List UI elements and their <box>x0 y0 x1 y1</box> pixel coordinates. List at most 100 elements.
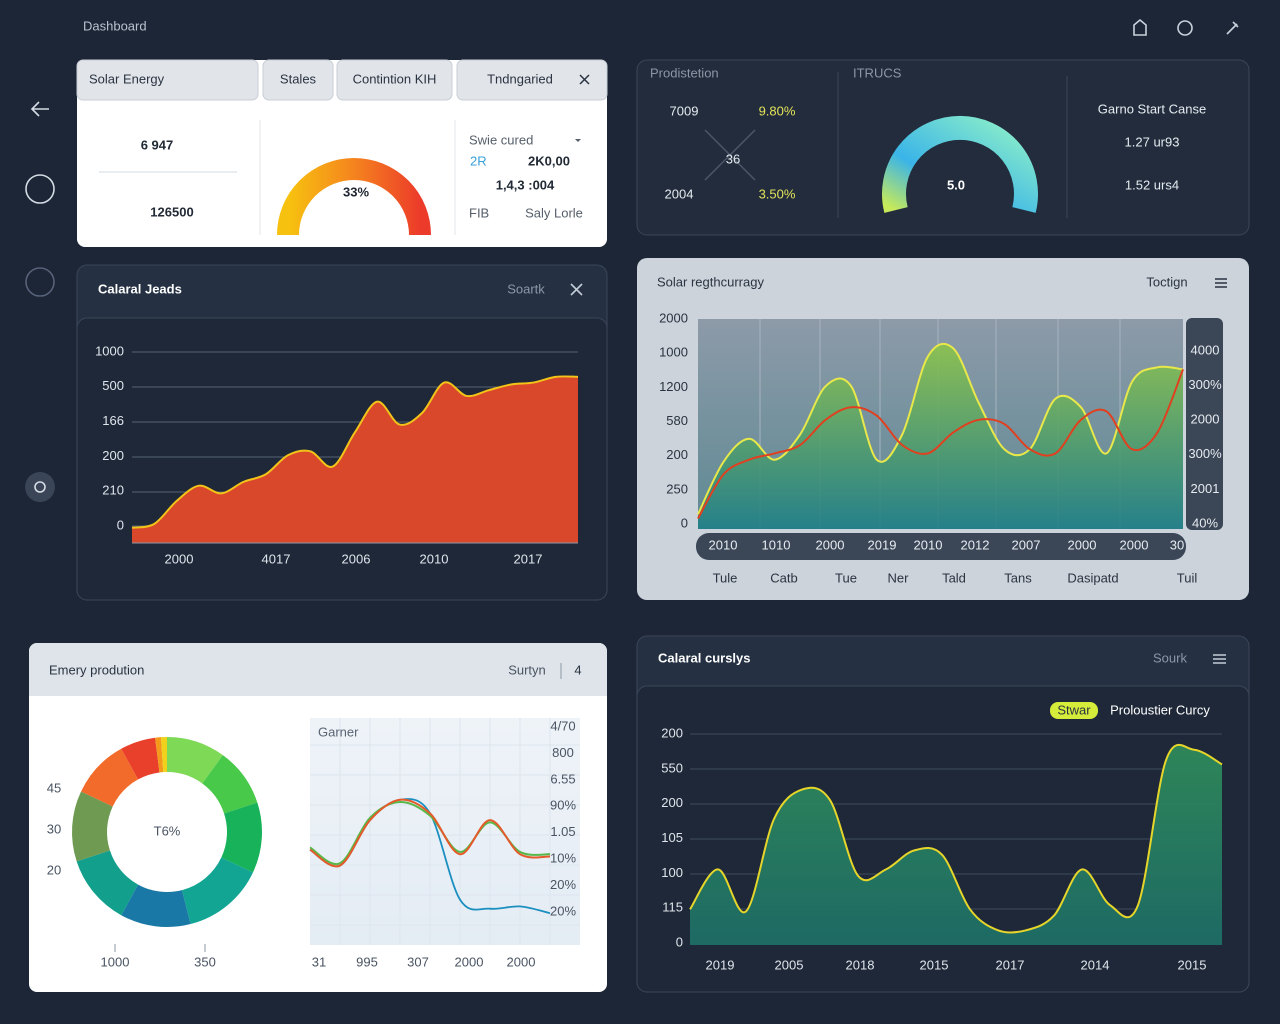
y-tick-label: 20% <box>550 903 576 918</box>
nav-icon[interactable] <box>25 472 55 502</box>
x-tick-label: 31 <box>312 954 326 969</box>
sidebar <box>25 101 55 502</box>
donut-x-label: 350 <box>194 954 216 969</box>
toolbar <box>1133 18 1239 36</box>
metric: 3.50% <box>759 186 796 201</box>
x-tick-label: 2000 <box>165 551 194 566</box>
home-icon[interactable] <box>1133 18 1147 36</box>
nav-icon[interactable] <box>25 174 55 204</box>
x2-tick-label: Tue <box>835 570 857 585</box>
card-title: Calaral Jeads <box>98 281 182 296</box>
y-tick-label: 800 <box>552 745 574 760</box>
clock-icon[interactable] <box>1177 20 1193 36</box>
x-tick-label: 2017 <box>996 957 1025 972</box>
y-tick-label: 6.55 <box>550 771 575 786</box>
donut-slice <box>76 850 139 916</box>
card-title: ITRUCS <box>853 65 902 80</box>
axis-panel <box>696 533 1186 560</box>
x-tick-label: 2000 <box>1120 537 1149 552</box>
x2-tick-label: Tuil <box>1177 570 1198 585</box>
y-tick-label: 200 <box>661 725 683 740</box>
gauge-value: 5.0 <box>947 177 965 192</box>
stat: 126500 <box>150 204 193 219</box>
x2-tick-label: Tald <box>942 570 966 585</box>
y2-tick-label: 2001 <box>1191 481 1220 496</box>
y-tick-label: 0 <box>117 517 124 532</box>
dropdown-icon[interactable] <box>575 139 581 142</box>
x-tick-label: 2010 <box>914 537 943 552</box>
card-title: Calaral curslys <box>658 650 751 665</box>
y-tick-label: 100 <box>661 865 683 880</box>
x-tick-label: 307 <box>407 954 429 969</box>
donut-label: 30 <box>47 821 61 836</box>
tab[interactable] <box>336 59 453 101</box>
card-action[interactable]: Toctign <box>1146 274 1187 289</box>
donut-slice <box>221 802 262 873</box>
x-tick-label: 4017 <box>262 551 291 566</box>
list-cell: FIB <box>469 205 489 220</box>
tab-label: Solar Energy <box>89 71 165 86</box>
donut-slice <box>81 748 139 807</box>
metric: 9.80% <box>759 103 796 118</box>
stat: 6 947 <box>141 137 174 152</box>
line <box>697 369 1184 520</box>
area <box>132 376 578 543</box>
link-icon[interactable] <box>1226 21 1239 35</box>
x-tick-label: 2010 <box>709 537 738 552</box>
donut-slice <box>167 737 223 784</box>
y-tick-label: 105 <box>661 830 683 845</box>
axis-panel <box>1186 318 1223 530</box>
tab[interactable] <box>262 59 334 101</box>
donut-label: 45 <box>47 780 61 795</box>
donut-label: 20 <box>47 862 61 877</box>
card-action[interactable]: Soartk <box>507 281 545 296</box>
list-cell: Saly Lorle <box>525 205 583 220</box>
y-tick-label: 200 <box>666 447 688 462</box>
y-tick-label: 580 <box>666 413 688 428</box>
line <box>131 375 579 529</box>
x-tick-label: 2010 <box>420 551 449 566</box>
menu-icon[interactable] <box>1215 278 1227 288</box>
nav-icon[interactable] <box>25 267 55 297</box>
area <box>698 343 1183 529</box>
list-title: Swie cured <box>469 132 533 147</box>
y-tick-label: 200 <box>661 795 683 810</box>
tab-label: Contintion KIH <box>353 71 437 86</box>
x2-tick-label: Tans <box>1004 570 1032 585</box>
y-tick-label: 20% <box>550 877 576 892</box>
close-icon[interactable] <box>570 283 583 296</box>
x-tick-label: 2015 <box>1178 957 1207 972</box>
y-tick-label: 1000 <box>95 343 124 358</box>
y-tick-label: 0 <box>681 515 688 530</box>
side-value: 1.27 ur93 <box>1125 134 1180 149</box>
card-action[interactable]: Sourk <box>1153 650 1187 665</box>
metric: 36 <box>726 151 740 166</box>
card-action[interactable]: Surtyn <box>508 662 546 677</box>
y2-tick-label: 4000 <box>1191 342 1220 357</box>
donut-center: T6% <box>154 823 181 838</box>
side-value: 1.52 urs4 <box>1125 177 1179 192</box>
legend-label: Proloustier Curcy <box>1110 702 1210 717</box>
y2-tick-label: 40% <box>1192 515 1218 530</box>
back-icon[interactable] <box>30 101 49 117</box>
plot-area <box>310 718 580 945</box>
badge: 4 <box>574 662 581 677</box>
production-card <box>636 59 1250 236</box>
y-tick-label: 10% <box>550 851 576 866</box>
tab-bar: Solar Energy Stales Contintion KIH Tndngari… <box>76 59 608 101</box>
x-tick-label: 2000 <box>455 954 484 969</box>
menu-icon[interactable] <box>1213 654 1226 664</box>
legend-badge-text: Stwar <box>1057 702 1091 717</box>
metric: 7009 <box>670 103 699 118</box>
tab[interactable] <box>76 59 259 101</box>
x-tick-label: 2006 <box>342 551 371 566</box>
y2-tick-label: 300% <box>1188 377 1222 392</box>
legend-badge <box>1050 702 1098 719</box>
donut-slice <box>202 755 258 814</box>
tab[interactable] <box>456 59 608 101</box>
donut-slice <box>161 737 167 773</box>
donut-slice <box>181 857 253 925</box>
close-icon[interactable] <box>579 74 590 85</box>
donut-slice <box>121 884 191 927</box>
